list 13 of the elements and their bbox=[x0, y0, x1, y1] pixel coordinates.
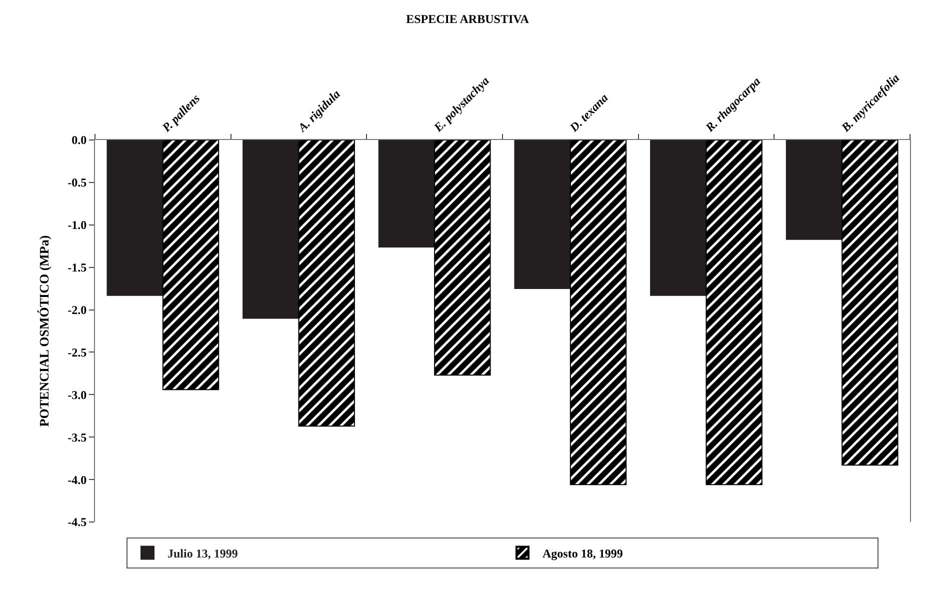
y-tick-label: -3.5 bbox=[68, 430, 87, 444]
legend-label: Julio 13, 1999 bbox=[168, 546, 238, 560]
y-tick-label: -1.0 bbox=[68, 218, 87, 232]
y-axis-title: POTENCIAL OSMÓTICO (MPa) bbox=[36, 235, 52, 427]
y-tick-label: -4.5 bbox=[68, 515, 87, 530]
y-tick-label: -2.0 bbox=[68, 302, 87, 317]
y-tick-label: -3.0 bbox=[68, 388, 87, 402]
y-tick-label: -1.5 bbox=[68, 260, 87, 275]
y-tick-label: -2.5 bbox=[68, 345, 87, 360]
chart-title: ESPECIE ARBUSTIVA bbox=[406, 12, 530, 26]
y-tick-label: -4.0 bbox=[68, 472, 87, 487]
y-tick-label: -0.5 bbox=[68, 176, 87, 190]
y-tick-label: 0.0 bbox=[72, 133, 87, 148]
